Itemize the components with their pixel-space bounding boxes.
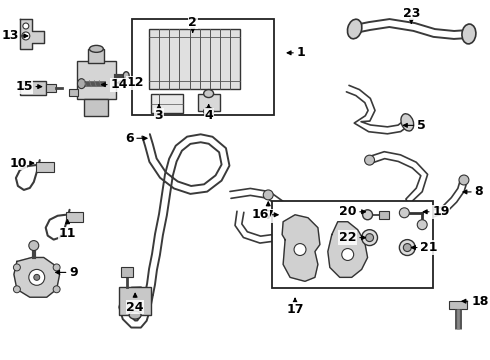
Text: 8: 8 (463, 185, 483, 198)
Circle shape (363, 210, 372, 220)
Text: 20: 20 (339, 205, 366, 218)
Bar (69, 89, 78, 95)
Text: 9: 9 (56, 266, 78, 279)
Bar (76, 61, 116, 99)
Bar (149, 29, 241, 89)
Circle shape (417, 220, 427, 230)
Polygon shape (20, 19, 44, 49)
Circle shape (459, 175, 469, 185)
Ellipse shape (123, 72, 129, 80)
Bar (46, 84, 56, 91)
Text: 7: 7 (264, 202, 272, 222)
Circle shape (399, 208, 409, 218)
Text: 15: 15 (15, 80, 42, 93)
Text: 17: 17 (286, 298, 304, 316)
Bar (66, 212, 83, 222)
Ellipse shape (89, 45, 103, 52)
Circle shape (399, 240, 415, 256)
Text: 22: 22 (339, 231, 366, 244)
Text: 18: 18 (462, 295, 489, 308)
Bar (151, 94, 183, 113)
Polygon shape (328, 222, 368, 277)
Text: 12: 12 (117, 76, 144, 89)
Circle shape (263, 190, 273, 200)
Text: 14: 14 (101, 78, 128, 91)
Ellipse shape (129, 311, 141, 319)
Bar (88, 49, 104, 63)
Text: 16: 16 (251, 208, 278, 221)
Text: 21: 21 (411, 241, 438, 254)
Bar (36, 162, 53, 172)
Circle shape (22, 32, 30, 40)
Text: 24: 24 (126, 293, 144, 314)
Circle shape (366, 234, 373, 242)
Circle shape (403, 244, 411, 252)
Text: 5: 5 (403, 119, 426, 132)
Bar (272, 201, 433, 288)
Ellipse shape (401, 114, 414, 131)
Ellipse shape (204, 108, 214, 116)
Bar (119, 287, 151, 315)
Bar (449, 301, 467, 309)
Text: 3: 3 (155, 105, 163, 122)
Circle shape (13, 286, 21, 293)
Bar (20, 81, 46, 95)
Ellipse shape (347, 19, 362, 39)
Circle shape (23, 23, 29, 29)
Text: 11: 11 (59, 220, 76, 240)
Ellipse shape (204, 90, 214, 98)
Circle shape (342, 248, 354, 261)
Ellipse shape (77, 79, 85, 89)
Bar (379, 211, 390, 219)
Polygon shape (282, 215, 320, 281)
Text: 2: 2 (188, 15, 197, 32)
Text: 1: 1 (287, 46, 305, 59)
Bar (197, 94, 220, 112)
Circle shape (365, 155, 374, 165)
Bar (121, 267, 133, 277)
Text: 6: 6 (125, 132, 147, 145)
Circle shape (34, 274, 40, 280)
Text: 23: 23 (403, 6, 420, 23)
Text: 13: 13 (1, 30, 28, 42)
Bar (84, 99, 108, 116)
Circle shape (29, 269, 45, 285)
Circle shape (13, 264, 21, 271)
Bar (132, 19, 274, 116)
Circle shape (29, 240, 39, 251)
Polygon shape (14, 257, 60, 297)
Text: 4: 4 (204, 105, 213, 122)
Circle shape (53, 286, 60, 293)
Circle shape (53, 264, 60, 271)
Circle shape (362, 230, 377, 246)
Text: 10: 10 (9, 157, 34, 170)
Ellipse shape (462, 24, 476, 44)
Circle shape (294, 244, 306, 256)
Text: 19: 19 (423, 205, 450, 218)
